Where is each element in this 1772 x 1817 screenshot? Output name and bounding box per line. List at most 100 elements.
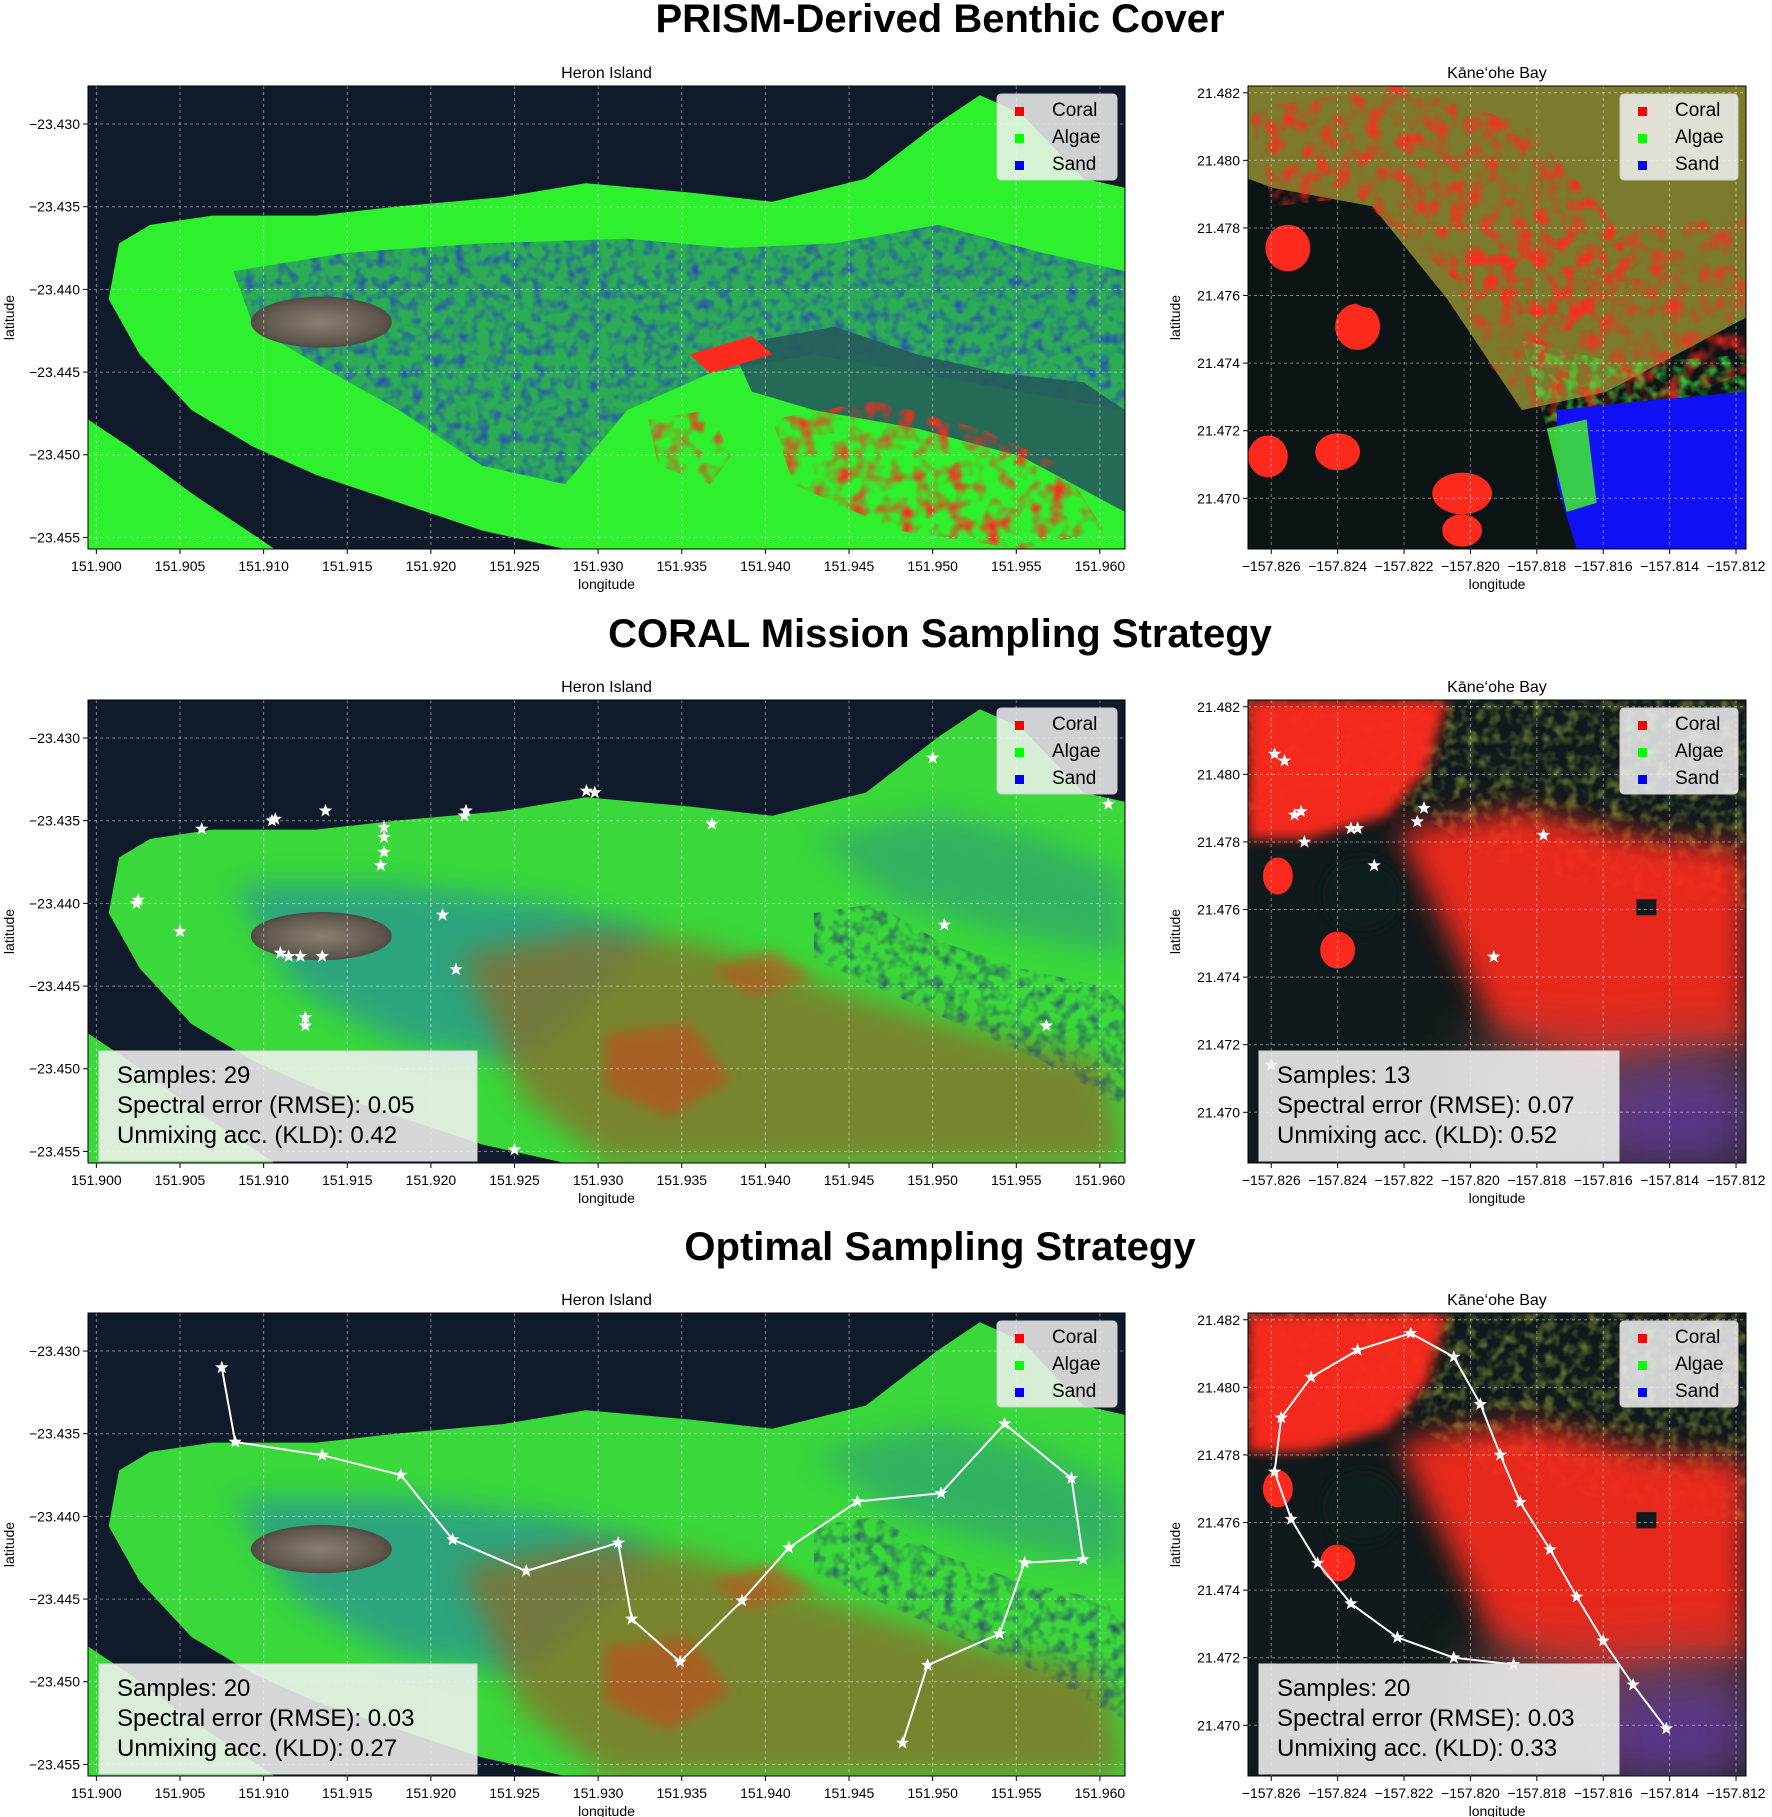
legend-label-coral: Coral [1675, 1327, 1720, 1348]
sample-point-star [850, 1494, 864, 1508]
legend-box [1619, 1320, 1739, 1408]
sample-point-star [195, 822, 209, 835]
x-axis-label: longitude [578, 1803, 635, 1817]
y-tick-label: 21.470 [1197, 1717, 1240, 1733]
sample-point-star [588, 785, 602, 799]
sample-point-star [1297, 834, 1312, 848]
sample-point-star [394, 1468, 408, 1481]
legend-label-coral: Coral [1052, 714, 1097, 735]
x-tick-label: 151.935 [656, 1172, 707, 1188]
legend-swatch-sand [1638, 1388, 1647, 1397]
sample-point-star [1447, 1650, 1461, 1664]
x-tick-label: −157.812 [1707, 1172, 1766, 1188]
y-tick-label: −23.440 [29, 895, 80, 911]
sample-point-star [1287, 807, 1302, 821]
x-tick-label: −157.814 [1640, 558, 1699, 574]
x-tick-label: 151.910 [238, 1785, 289, 1801]
y-tick-label: −23.445 [29, 364, 80, 380]
panel-2: 151.900 151.905 151.910 151.915 151.920 151.9… [1, 679, 1126, 1206]
legend-label-sand: Sand [1675, 1381, 1719, 1402]
y-tick-label: 21.482 [1197, 1312, 1240, 1328]
sample-point-star [449, 962, 463, 976]
stats-kld: Unmixing acc. (KLD): 0.52 [1277, 1122, 1557, 1149]
stats-rmse: Spectral error (RMSE): 0.05 [117, 1092, 414, 1119]
plot-frame [87, 1312, 1126, 1777]
x-tick-label: 151.900 [71, 558, 122, 574]
section-title-optimal: Optimal Sampling Strategy [684, 1225, 1196, 1269]
panel-title: Kāne‘ohe Bay [1447, 679, 1547, 696]
x-tick-label: 151.920 [406, 1785, 457, 1801]
y-tick-label: 21.480 [1197, 1379, 1240, 1395]
stats-background [1258, 1663, 1620, 1775]
y-tick-label: −23.440 [29, 1508, 80, 1524]
x-tick-label: 151.925 [489, 1172, 540, 1188]
x-tick-label: 151.955 [991, 1172, 1042, 1188]
legend-box [1619, 707, 1739, 795]
y-axis-label: latitude [1, 295, 17, 340]
sample-point-star [131, 893, 145, 906]
map-image [1248, 86, 1746, 549]
y-tick-label: −23.450 [29, 1061, 80, 1077]
y-tick-label: −23.430 [29, 1343, 80, 1359]
sample-point-star [282, 949, 296, 962]
x-tick-label: 151.950 [907, 558, 958, 574]
sample-point-star [1304, 1370, 1318, 1383]
sample-point-star [1473, 1397, 1488, 1410]
sample-point-star [1064, 1471, 1079, 1484]
legend-swatch-coral [1638, 1334, 1647, 1343]
x-tick-label: 151.935 [656, 1785, 707, 1801]
y-tick-label: −23.445 [29, 1591, 80, 1607]
x-tick-label: −157.822 [1375, 558, 1434, 574]
sample-point-star [374, 858, 388, 871]
sample-point-star [735, 1593, 749, 1607]
panel-1: −157.826 −157.824 −157.822 −157.820 −157.818… [1167, 65, 1766, 592]
y-tick-label: 21.482 [1197, 699, 1240, 715]
sample-point-star [293, 949, 308, 962]
legend-label-algae: Algae [1675, 741, 1724, 762]
legend-swatch-algae [1638, 134, 1647, 143]
y-tick-label: −23.450 [29, 447, 80, 463]
legend-swatch-algae [1638, 748, 1647, 757]
sample-point-star [173, 924, 187, 938]
sample-point-star [1417, 801, 1431, 814]
stats-background [98, 1663, 478, 1775]
legend-box [996, 93, 1118, 181]
x-tick-label: 151.955 [991, 1785, 1042, 1801]
legend: Coral Algae Sand [996, 707, 1118, 795]
x-tick-label: 151.950 [907, 1172, 958, 1188]
x-tick-label: −157.818 [1507, 1172, 1566, 1188]
x-tick-label: 151.945 [824, 558, 875, 574]
sample-point-star [1536, 828, 1551, 841]
stats-samples: Samples: 13 [1277, 1062, 1410, 1089]
sample-point-star [1626, 1677, 1640, 1691]
sample-point-star [268, 812, 282, 825]
legend: Coral Algae Sand [1619, 93, 1739, 181]
x-tick-label: −157.820 [1441, 1172, 1500, 1188]
y-tick-label: −23.455 [29, 1756, 80, 1772]
section-title-prism: PRISM-Derived Benthic Cover [655, 0, 1224, 41]
legend: Coral Algae Sand [1619, 1320, 1739, 1408]
sample-point-star [1274, 1410, 1288, 1424]
x-tick-label: −157.812 [1707, 1785, 1766, 1801]
sample-point-star [1570, 1589, 1584, 1603]
sample-point-star [1513, 1495, 1527, 1508]
y-axis-label: latitude [1167, 909, 1183, 954]
stats-samples: Samples: 29 [117, 1062, 250, 1089]
x-tick-label: 151.935 [656, 558, 707, 574]
sample-point-star [318, 803, 333, 817]
x-tick-label: 151.925 [489, 558, 540, 574]
x-tick-label: −157.818 [1507, 558, 1566, 574]
plot-frame [87, 85, 1126, 550]
sample-point-star [1487, 949, 1501, 963]
panel-title: Heron Island [561, 65, 652, 82]
sample-point-star [1101, 797, 1115, 810]
y-axis-label: latitude [1, 1522, 17, 1567]
x-tick-label: −157.816 [1574, 1785, 1633, 1801]
legend-swatch-sand [1015, 775, 1024, 784]
sample-point-star [895, 1735, 910, 1749]
x-tick-label: 151.925 [489, 1785, 540, 1801]
sample-point-star [1344, 821, 1358, 835]
x-axis-label: longitude [1469, 1803, 1526, 1817]
x-tick-label: 151.910 [238, 1172, 289, 1188]
legend-swatch-algae [1015, 134, 1024, 143]
